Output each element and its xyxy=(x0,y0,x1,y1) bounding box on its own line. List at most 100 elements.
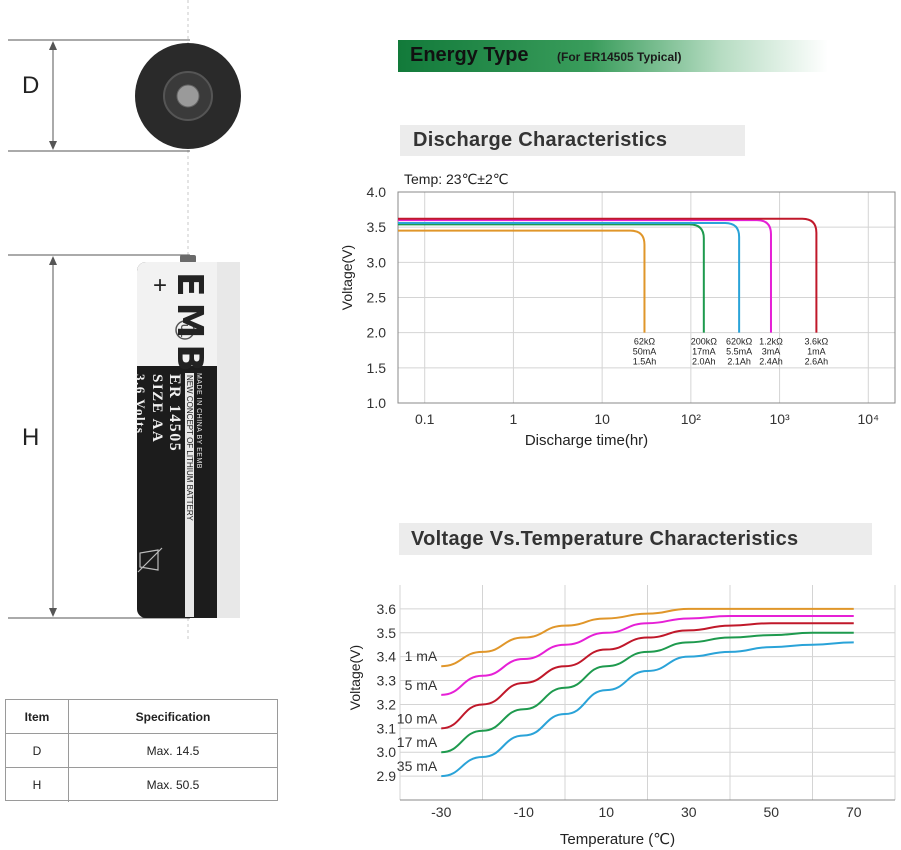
series-label: 5 mA xyxy=(405,677,438,693)
plot-frame xyxy=(397,191,896,404)
x-tick-label: 0.1 xyxy=(415,411,435,427)
spec-cell-value: Max. 50.5 xyxy=(146,778,200,792)
y-tick-label: 3.0 xyxy=(367,254,387,270)
h-dimension-label: H xyxy=(22,424,40,451)
discharge-section-banner xyxy=(400,125,745,156)
x-tick-label: -30 xyxy=(431,804,451,820)
x-tick-label: 30 xyxy=(681,804,697,820)
temperature-section-title: Voltage Vs.Temperature Characteristics xyxy=(411,528,799,550)
y-tick-label: 3.0 xyxy=(377,744,397,760)
series-line xyxy=(398,219,772,333)
y-tick-label: 3.6 xyxy=(377,601,397,617)
d-arrow-down-icon xyxy=(49,141,57,150)
table-row: D Max. 14.5 xyxy=(6,734,277,768)
d-arrow-up-icon xyxy=(49,41,57,50)
battery-made-in: MADE IN CHINA BY EEMB xyxy=(195,373,202,469)
svg-text:UL: UL xyxy=(178,324,189,337)
x-axis-label: Discharge time(hr) xyxy=(525,432,648,449)
series-line xyxy=(441,641,854,778)
data-label-current: 50mA xyxy=(633,347,657,357)
x-axis-label: Temperature (℃) xyxy=(560,831,675,848)
energy-type-subtitle: (For ER14505 Typical) xyxy=(557,50,682,64)
energy-type-banner xyxy=(398,40,828,72)
x-tick-label: 70 xyxy=(846,804,862,820)
h-arrow-up-icon xyxy=(49,256,57,265)
x-tick-label: 10 xyxy=(594,411,610,427)
table-row: H Max. 50.5 xyxy=(6,768,277,802)
data-label-capacity: 2.4Ah xyxy=(759,357,783,367)
recycle-bin-icon xyxy=(137,547,163,573)
x-tick-label: 10 xyxy=(598,804,614,820)
data-label-current: 3mA xyxy=(762,347,781,357)
discharge-chart: 1.0 1.5 2.0 2.5 3.0 3.5 4.0 0.1 1 10 10² 10³ 10⁴ 62kΩ… xyxy=(339,184,896,449)
data-label-capacity: 2.6Ah xyxy=(805,357,829,367)
y-tick-label: 2.9 xyxy=(377,768,397,784)
data-label-current: 17mA xyxy=(692,347,716,357)
data-label-load: 200kΩ xyxy=(691,337,718,347)
series-label: 17 mA xyxy=(397,734,438,750)
y-tick-label: 3.5 xyxy=(377,625,397,641)
data-label-capacity: 2.0Ah xyxy=(692,357,716,367)
battery-nub xyxy=(180,255,196,263)
data-label-load: 62kΩ xyxy=(634,337,656,347)
y-axis-label: Voltage(V) xyxy=(347,645,363,710)
spec-header-specification: Specification xyxy=(135,709,211,724)
y-tick-label: 3.5 xyxy=(367,219,387,235)
series-line xyxy=(441,622,854,730)
series-label: 1 mA xyxy=(405,648,438,664)
y-tick-label: 1.5 xyxy=(367,360,387,376)
battery-volts: 3.6 Volts xyxy=(133,374,148,435)
data-label-capacity: 2.1Ah xyxy=(727,357,751,367)
temp-note: Temp: 23℃±2℃ xyxy=(404,171,509,187)
temperature-chart: 2.9 3.0 3.1 3.2 3.3 3.4 3.5 3.6 -30 -10 10 30 50 70 1 … xyxy=(347,585,896,848)
y-tick-label: 1.0 xyxy=(367,395,387,411)
ul-mark-icon: UL xyxy=(175,320,195,340)
series-line xyxy=(398,217,818,333)
x-tick-label: -10 xyxy=(514,804,534,820)
data-label-load: 1.2kΩ xyxy=(759,337,783,347)
spec-table-header: Item Specification xyxy=(6,700,277,734)
x-tick-label: 10⁴ xyxy=(857,411,879,427)
series-line xyxy=(398,223,705,333)
battery-model: ER 14505 xyxy=(166,374,183,453)
y-tick-label: 3.4 xyxy=(377,649,397,665)
series-label: 35 mA xyxy=(397,758,438,774)
y-tick-label: 2.5 xyxy=(367,290,387,306)
x-tick-label: 10² xyxy=(681,411,702,427)
discharge-section-title: Discharge Characteristics xyxy=(413,129,668,151)
data-label-capacity: 1.5Ah xyxy=(633,357,657,367)
y-tick-label: 2.0 xyxy=(367,325,387,341)
battery-slogan: NEW CONCEPT OF LITHIUM BATTERY xyxy=(185,373,194,617)
x-tick-label: 1 xyxy=(510,411,518,427)
y-tick-label: 3.1 xyxy=(377,720,397,736)
battery-plus-sign: + xyxy=(153,272,168,299)
series-line xyxy=(441,631,854,754)
d-dimension-label: D xyxy=(22,72,40,99)
spec-table: Item Specification D Max. 14.5 H Max. 50… xyxy=(5,699,278,802)
battery-side-stripe xyxy=(217,262,240,618)
x-tick-label: 10³ xyxy=(769,411,790,427)
series-label: 10 mA xyxy=(397,710,438,726)
spec-header-item: Item xyxy=(6,700,69,733)
y-tick-label: 3.2 xyxy=(377,696,397,712)
data-label-current: 5.5mA xyxy=(726,347,752,357)
series-line xyxy=(398,229,646,333)
data-label-current: 1mA xyxy=(807,347,826,357)
spec-cell-item: D xyxy=(6,734,69,767)
series-line xyxy=(441,607,854,668)
y-axis-label: Voltage(V) xyxy=(339,245,355,310)
spec-cell-value: Max. 14.5 xyxy=(146,743,200,758)
x-tick-label: 50 xyxy=(763,804,779,820)
energy-type-title: Energy Type xyxy=(410,44,529,66)
y-tick-label: 3.3 xyxy=(377,673,397,689)
series-line xyxy=(441,615,854,696)
data-label-load: 620kΩ xyxy=(726,337,753,347)
h-arrow-down-icon xyxy=(49,608,57,617)
temperature-section-banner xyxy=(399,523,872,555)
series-line xyxy=(398,221,741,333)
y-tick-label: 4.0 xyxy=(367,184,387,200)
spec-cell-item: H xyxy=(6,768,69,802)
battery-size: SIZE AA xyxy=(149,374,165,444)
data-label-load: 3.6kΩ xyxy=(805,337,829,347)
battery-terminal xyxy=(176,84,200,108)
